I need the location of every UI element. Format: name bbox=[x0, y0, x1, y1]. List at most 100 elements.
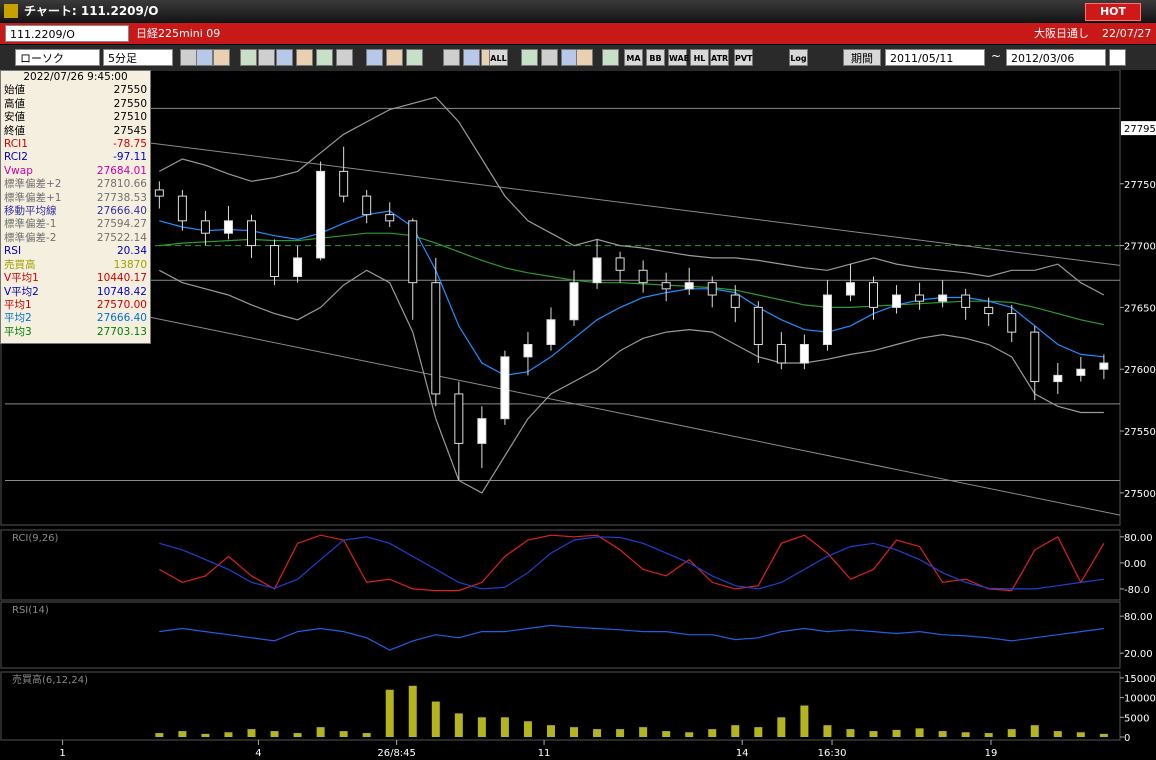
tool-icon[interactable] bbox=[576, 49, 593, 66]
volume-bar bbox=[777, 717, 786, 738]
panel-title: 売買高(6,12,24) bbox=[12, 673, 88, 686]
info-label: 標準偏差-1 bbox=[4, 218, 57, 231]
panel-frame bbox=[0, 529, 1121, 601]
info-label: Vwap bbox=[4, 164, 33, 177]
tool-button[interactable]: ALL bbox=[489, 49, 508, 66]
tool-icon[interactable] bbox=[276, 49, 293, 66]
y-tick-label: 15000 bbox=[1124, 674, 1156, 685]
tool-icon[interactable] bbox=[240, 49, 257, 66]
volume-bar bbox=[1099, 733, 1108, 738]
info-label: RCI2 bbox=[4, 151, 28, 164]
chart-style-combo[interactable]: ローソク bbox=[15, 49, 100, 66]
tool-icon[interactable] bbox=[541, 49, 558, 66]
to-date[interactable]: 2012/03/06 bbox=[1006, 49, 1106, 66]
candle-body bbox=[799, 343, 809, 364]
volume-bar bbox=[846, 729, 855, 738]
info-row: RCI1 -78.75 bbox=[1, 138, 150, 151]
info-value: 27522.14 bbox=[96, 231, 147, 244]
volume-bar bbox=[454, 713, 463, 738]
volume-bar bbox=[961, 732, 970, 738]
tool-button[interactable]: MA bbox=[624, 49, 643, 66]
tool-icon[interactable] bbox=[406, 49, 423, 66]
info-row: 終値 27545 bbox=[1, 125, 150, 138]
tool-icon[interactable] bbox=[258, 49, 275, 66]
volume-bar bbox=[546, 725, 555, 738]
volume-bar bbox=[938, 731, 947, 738]
app-icon bbox=[4, 4, 18, 18]
info-label: RCI1 bbox=[4, 138, 28, 151]
info-value: 27666.40 bbox=[96, 312, 147, 325]
tool-icon[interactable] bbox=[602, 49, 619, 66]
panel-title: RSI(14) bbox=[12, 605, 49, 616]
info-label: RSI bbox=[4, 245, 22, 258]
from-date[interactable]: 2011/05/11 bbox=[885, 49, 985, 66]
tool-button[interactable]: WAE bbox=[668, 49, 689, 66]
tool-icon[interactable] bbox=[521, 49, 538, 66]
tool-icon[interactable] bbox=[180, 49, 197, 66]
info-value: 27550 bbox=[113, 97, 147, 110]
volume-bar bbox=[224, 732, 233, 738]
candle-body bbox=[1076, 368, 1086, 376]
y-tick-label: 27600 bbox=[1124, 365, 1156, 376]
info-row: 標準偏差+1 27738.53 bbox=[1, 192, 150, 205]
candle-body bbox=[1030, 331, 1040, 383]
tool-icon[interactable] bbox=[443, 49, 460, 66]
x-tick-label: 16:30 bbox=[818, 748, 847, 759]
info-label: V平均1 bbox=[4, 272, 39, 285]
candle-body bbox=[592, 257, 602, 284]
volume-bar bbox=[708, 729, 717, 738]
candle-body bbox=[362, 195, 372, 216]
tool-button[interactable]: HL bbox=[690, 49, 709, 66]
info-value: 27570.00 bbox=[96, 298, 147, 311]
tool-icon[interactable] bbox=[316, 49, 333, 66]
tool-icon[interactable] bbox=[386, 49, 403, 66]
tool-icon[interactable] bbox=[336, 49, 353, 66]
tool-icon[interactable] bbox=[463, 49, 480, 66]
tool-button[interactable]: BB bbox=[646, 49, 665, 66]
candle-body bbox=[477, 418, 487, 444]
candle-body bbox=[454, 393, 464, 444]
y-tick-label: 80.00 bbox=[1124, 612, 1153, 623]
tool-icon[interactable] bbox=[213, 49, 230, 66]
interval-combo[interactable]: 5分足 bbox=[103, 49, 173, 66]
tool-button[interactable]: ATR bbox=[710, 49, 729, 66]
indicator-line bbox=[159, 536, 1104, 590]
volume-bar bbox=[984, 733, 993, 738]
hot-button[interactable]: HOT bbox=[1085, 3, 1141, 21]
candle-body bbox=[661, 282, 671, 290]
volume-bar bbox=[1053, 731, 1062, 738]
last-price-label: 27795 bbox=[1124, 124, 1156, 135]
candle-body bbox=[753, 306, 763, 345]
volume-bar bbox=[270, 731, 279, 738]
candle-body bbox=[177, 195, 187, 222]
volume-bar bbox=[800, 705, 809, 738]
tool-button[interactable]: PVT bbox=[734, 49, 753, 66]
candle-body bbox=[1053, 374, 1063, 383]
y-tick-label: 0.00 bbox=[1124, 559, 1146, 570]
volume-bar bbox=[178, 731, 187, 738]
info-value: 10748.42 bbox=[96, 285, 147, 298]
info-label: 標準偏差-2 bbox=[4, 231, 57, 244]
candle-body bbox=[915, 294, 925, 302]
volume-bar bbox=[293, 733, 302, 738]
candle-body bbox=[707, 282, 717, 296]
info-value: 27550 bbox=[113, 84, 147, 97]
candle-body bbox=[984, 306, 994, 315]
tool-icon[interactable] bbox=[366, 49, 383, 66]
tool-button[interactable]: Log bbox=[789, 49, 808, 66]
tool-icon[interactable] bbox=[196, 49, 213, 66]
tool-icon[interactable] bbox=[296, 49, 313, 66]
candle-body bbox=[892, 294, 902, 308]
y-tick-label: 27750 bbox=[1124, 180, 1156, 191]
y-tick-label: 20.00 bbox=[1124, 649, 1153, 660]
info-label: 平均3 bbox=[4, 325, 32, 338]
volume-bar bbox=[1030, 725, 1039, 738]
y-tick-label: 27550 bbox=[1124, 427, 1156, 438]
volume-bar bbox=[362, 733, 371, 738]
candle-body bbox=[938, 294, 948, 302]
symbol-combo[interactable]: 111.2209/O bbox=[5, 25, 129, 42]
period-button[interactable]: 期間 bbox=[843, 49, 881, 66]
info-value: 27810.66 bbox=[96, 178, 147, 191]
checkbox[interactable] bbox=[1109, 49, 1126, 66]
market-name: 大阪日通し bbox=[1034, 27, 1089, 40]
